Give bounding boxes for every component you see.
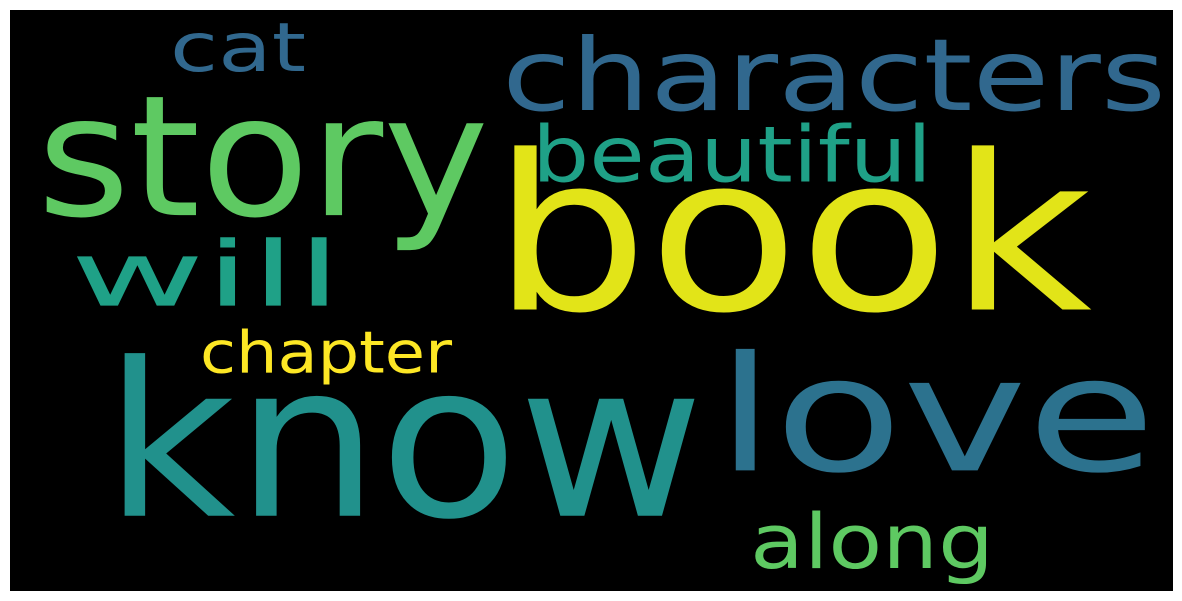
word-cat: cat <box>170 10 306 88</box>
word-chapter: chapter <box>200 318 452 387</box>
word-cloud: book know love story characters will bea… <box>10 10 1173 591</box>
word-beautiful: beautiful <box>532 108 932 201</box>
word-along: along <box>750 497 994 587</box>
word-book: book <box>492 108 1092 362</box>
word-know: know <box>104 316 704 568</box>
word-love: love <box>716 321 1156 509</box>
word-story: story <box>37 58 489 256</box>
word-will: will <box>70 221 342 328</box>
word-characters: characters <box>502 17 1166 134</box>
